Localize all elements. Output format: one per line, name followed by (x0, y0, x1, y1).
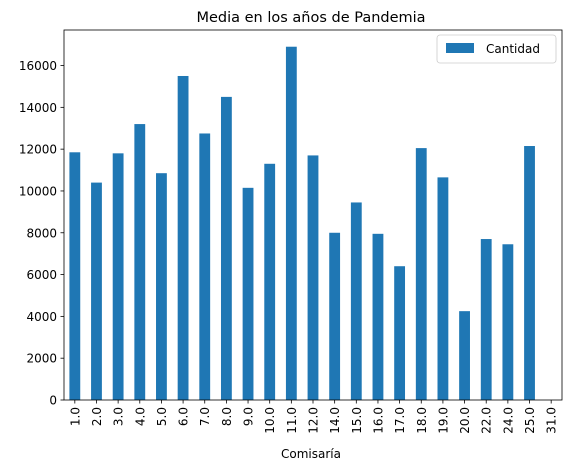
x-tick-label: 9.0 (242, 407, 256, 426)
bar-1.0 (69, 152, 81, 400)
bar-24.0 (502, 244, 514, 400)
y-tick-label: 6000 (26, 268, 57, 282)
bar-4.0 (134, 124, 146, 400)
x-tick-label: 25.0 (523, 407, 537, 434)
bar-20.0 (459, 311, 470, 400)
x-tick-label: 16.0 (371, 407, 385, 434)
x-tick-label: 17.0 (393, 407, 407, 434)
bar-7.0 (199, 133, 211, 400)
x-tick-label: 14.0 (328, 407, 342, 434)
x-tick-label: 3.0 (112, 407, 126, 426)
x-axis-label: Comisaría (281, 447, 341, 461)
x-tick-label: 8.0 (220, 407, 234, 426)
x-tick-label: 1.0 (68, 407, 82, 426)
legend[interactable]: Cantidad (436, 34, 557, 64)
bar-10.0 (264, 163, 276, 400)
bar-8.0 (220, 96, 232, 401)
x-tick-label: 7.0 (198, 407, 212, 426)
bar-14.0 (329, 232, 341, 400)
bar-15.0 (350, 202, 362, 400)
x-tick-label: 15.0 (350, 407, 364, 434)
x-tick-label: 24.0 (501, 407, 515, 434)
bar-22.0 (480, 239, 492, 400)
bar-25.0 (524, 146, 535, 400)
bar-19.0 (437, 177, 449, 400)
x-tick-label: 4.0 (133, 407, 147, 426)
x-tick-label: 31.0 (545, 407, 559, 434)
y-axis: 0 2000 4000 6000 8000 10000 12000 14000 16000 (19, 59, 64, 408)
bar-16.0 (372, 233, 384, 400)
x-tick-label: 6.0 (177, 407, 191, 426)
y-tick-label: 8000 (26, 226, 57, 240)
x-tick-label: 20.0 (458, 407, 472, 434)
y-tick-label: 10000 (19, 184, 57, 198)
chart-title: Media en los años de Pandemia (196, 10, 425, 26)
bar-5.0 (156, 173, 167, 400)
bar-11.0 (285, 46, 297, 400)
x-tick-label: 19.0 (436, 407, 450, 434)
y-tick-label: 2000 (26, 352, 57, 366)
x-tick-label: 11.0 (285, 407, 299, 434)
bar-6.0 (177, 75, 189, 400)
x-tick-label: 12.0 (307, 407, 321, 434)
bars (69, 46, 535, 401)
bar-3.0 (112, 153, 124, 400)
bar-18.0 (415, 148, 427, 400)
x-tick-label: 5.0 (155, 407, 169, 426)
y-tick-label: 4000 (26, 310, 57, 324)
x-tick-label: 18.0 (415, 407, 429, 434)
legend-swatch (446, 43, 474, 53)
bar-12.0 (307, 155, 319, 400)
plot-area: 0 2000 4000 6000 8000 10000 12000 14000 16000 1.… (19, 29, 563, 434)
y-tick-label: 0 (49, 394, 57, 408)
plot-frame (63, 29, 563, 401)
x-tick-label: 22.0 (480, 407, 494, 434)
y-tick-label: 12000 (19, 143, 57, 157)
bar-17.0 (394, 266, 406, 400)
bar-2.0 (91, 182, 102, 400)
y-tick-label: 14000 (19, 101, 57, 115)
legend-label: Cantidad (486, 42, 540, 56)
x-axis: 1.0 2.0 3.0 4.0 5.0 6.0 7.0 8.0 9.0 10.0 11.0 12.0 1… (68, 400, 559, 434)
legend-box (436, 34, 557, 64)
y-tick-label: 16000 (19, 59, 57, 73)
x-tick-label: 2.0 (90, 407, 104, 426)
x-tick-label: 10.0 (263, 407, 277, 434)
bar-9.0 (242, 187, 254, 400)
